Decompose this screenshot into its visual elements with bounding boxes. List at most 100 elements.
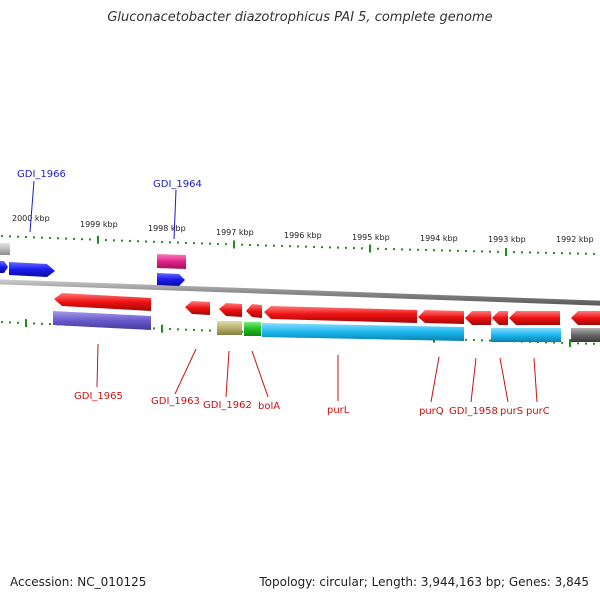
upper-scale-minor-tick — [209, 242, 211, 245]
gene-gdi-1966[interactable] — [9, 262, 55, 277]
gene-label-purl[interactable]: purL — [327, 405, 350, 416]
upper-scale-minor-tick — [281, 244, 283, 247]
lower-scale-minor-tick — [201, 329, 203, 332]
upper-scale-minor-tick — [57, 237, 59, 240]
lower-scale-minor-tick — [49, 323, 51, 326]
scale-label: 1995 kbp — [352, 233, 390, 242]
upper-scale-minor-tick — [273, 244, 275, 247]
upper-scale-minor-tick — [361, 247, 363, 250]
gene-gdi-1965-feature[interactable] — [53, 311, 151, 330]
gene-label-gdi-1965[interactable]: GDI_1965 — [74, 391, 123, 402]
lower-scale-minor-tick — [537, 341, 539, 344]
lower-scale-minor-tick — [185, 328, 187, 331]
gene-label-gdi-1966[interactable]: GDI_1966 — [17, 169, 66, 180]
upper-scale-minor-tick — [481, 250, 483, 253]
gene-light-gray[interactable] — [0, 243, 10, 255]
gene-gdi-1958[interactable] — [465, 311, 491, 325]
feature-cyan-right[interactable] — [491, 328, 561, 342]
upper-scale-minor-tick — [537, 251, 539, 254]
lower-scale-minor-tick — [593, 342, 595, 345]
upper-scale-minor-tick — [105, 239, 107, 242]
gene-reverse-red-edge[interactable] — [571, 311, 600, 325]
gene-label-purc[interactable]: purC — [526, 406, 550, 417]
gene-gdi-1965[interactable] — [54, 293, 151, 311]
gene-purc[interactable] — [509, 311, 560, 325]
upper-scale-minor-tick — [545, 251, 547, 254]
upper-scale-minor-tick — [329, 246, 331, 249]
upper-scale-minor-tick — [353, 247, 355, 250]
upper-scale-minor-tick — [113, 239, 115, 242]
gene-forward-blue-edge[interactable] — [0, 261, 8, 273]
gene-purs[interactable] — [492, 311, 508, 325]
upper-scale-minor-tick — [441, 249, 443, 252]
lower-scale-minor-tick — [585, 342, 587, 345]
upper-scale-minor-tick — [265, 244, 267, 247]
gene-bola[interactable] — [246, 304, 262, 318]
gene-label-bola[interactable]: bolA — [258, 401, 280, 412]
upper-scale-minor-tick — [65, 237, 67, 240]
upper-scale-minor-tick — [49, 236, 51, 239]
upper-scale-minor-tick — [345, 246, 347, 249]
gene-purl[interactable] — [264, 306, 417, 323]
upper-scale-minor-tick — [585, 252, 587, 255]
upper-scale-minor-tick — [9, 235, 11, 238]
gene-forward-blue-small[interactable] — [157, 273, 185, 286]
gene-label-gdi-1964[interactable]: GDI_1964 — [153, 179, 202, 190]
upper-scale-minor-tick — [433, 249, 435, 252]
lower-scale-minor-tick — [545, 341, 547, 344]
chromosome-backbone — [0, 279, 600, 306]
gene-gdi-1964[interactable] — [157, 254, 186, 269]
lower-scale-minor-tick — [41, 322, 43, 325]
upper-scale-minor-tick — [73, 237, 75, 240]
lower-scale-minor-tick — [489, 339, 491, 342]
upper-scale-minor-tick — [89, 238, 91, 241]
gene-label-gdi-1963[interactable]: GDI_1963 — [151, 396, 200, 407]
lower-scale-minor-tick — [33, 322, 35, 325]
lower-scale-minor-tick — [465, 338, 467, 341]
upper-scale-major-tick — [233, 240, 235, 249]
gene-purq[interactable] — [418, 310, 464, 324]
upper-scale-minor-tick — [161, 241, 163, 244]
upper-scale-minor-tick — [393, 248, 395, 251]
feature-dark-gray[interactable] — [571, 328, 600, 342]
upper-scale-minor-tick — [25, 236, 27, 239]
lower-scale-minor-tick — [553, 341, 555, 344]
gene-gdi-1962[interactable] — [219, 303, 242, 317]
upper-scale-minor-tick — [553, 252, 555, 255]
upper-scale-minor-tick — [81, 238, 83, 241]
feature-olive[interactable] — [217, 321, 242, 335]
lower-scale-minor-tick — [153, 327, 155, 330]
upper-scale-minor-tick — [121, 239, 123, 242]
lower-scale-major-tick — [569, 339, 571, 348]
gene-label-purs[interactable]: purS — [500, 406, 523, 417]
upper-scale-minor-tick — [321, 246, 323, 249]
upper-scale-minor-tick — [41, 236, 43, 239]
lower-scale-minor-tick — [473, 339, 475, 342]
upper-scale-minor-tick — [561, 252, 563, 255]
upper-scale-minor-tick — [129, 239, 131, 242]
upper-scale-minor-tick — [145, 240, 147, 243]
upper-scale-minor-tick — [257, 244, 259, 247]
upper-scale-minor-tick — [569, 252, 571, 255]
gene-label-purq[interactable]: purQ — [419, 406, 444, 417]
scale-label: 1998 kbp — [148, 224, 186, 233]
upper-scale-minor-tick — [473, 250, 475, 253]
scale-label: 1992 kbp — [556, 235, 594, 244]
upper-scale-minor-tick — [297, 245, 299, 248]
upper-scale-minor-tick — [513, 251, 515, 254]
lower-scale-minor-tick — [1, 321, 3, 324]
feature-green[interactable] — [244, 322, 261, 336]
upper-scale-minor-tick — [409, 248, 411, 251]
lower-scale-minor-tick — [169, 328, 171, 331]
scale-label: 1993 kbp — [488, 235, 526, 244]
gene-label-gdi-1962[interactable]: GDI_1962 — [203, 400, 252, 411]
lower-scale-major-tick — [161, 324, 163, 333]
upper-scale-minor-tick — [305, 245, 307, 248]
genome-stats-label: Topology: circular; Length: 3,944,163 bp… — [259, 575, 589, 589]
upper-scale-minor-tick — [377, 247, 379, 250]
upper-scale-track — [1, 235, 595, 256]
gene-gdi-1963[interactable] — [185, 301, 210, 315]
feature-purl-cyan[interactable] — [262, 323, 464, 341]
leader-lines — [29, 180, 538, 403]
gene-label-gdi-1958[interactable]: GDI_1958 — [449, 406, 498, 417]
